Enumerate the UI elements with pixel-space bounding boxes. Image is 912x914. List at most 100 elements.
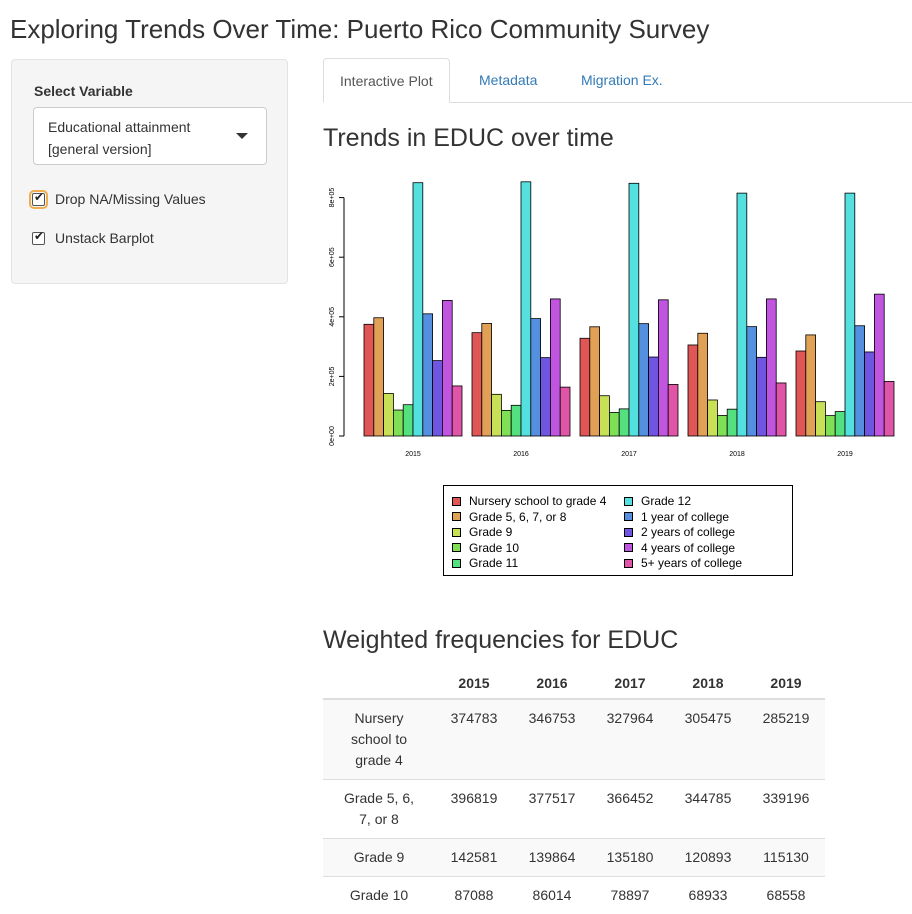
legend-item: Grade 12 xyxy=(624,494,691,508)
sidebar-panel: Select Variable Educational attainment [… xyxy=(11,59,288,284)
legend-label: Grade 12 xyxy=(641,494,691,508)
chart-legend: Nursery school to grade 4 Grade 5, 6, 7, … xyxy=(443,485,793,576)
variable-select[interactable]: Educational attainment [general version] xyxy=(33,107,267,165)
legend-swatch xyxy=(452,543,461,552)
y-tick-label: 0e+00 xyxy=(329,426,336,446)
x-tick-label: 2015 xyxy=(405,451,421,458)
table-cell: 377517 xyxy=(513,780,591,839)
legend-item: Nursery school to grade 4 xyxy=(452,494,606,508)
select-variable-label: Select Variable xyxy=(34,83,133,99)
drop-na-checkbox[interactable]: ✔ xyxy=(32,193,45,206)
legend-label: Grade 10 xyxy=(469,541,519,555)
legend-item: Grade 9 xyxy=(452,525,512,539)
bar xyxy=(550,299,560,436)
legend-item: Grade 10 xyxy=(452,541,519,555)
bar xyxy=(472,333,482,436)
legend-swatch xyxy=(452,497,461,506)
x-tick-label: 2017 xyxy=(621,451,637,458)
legend-swatch xyxy=(624,512,633,521)
bar xyxy=(482,323,492,436)
bar xyxy=(531,319,541,436)
drop-na-label: Drop NA/Missing Values xyxy=(55,191,206,207)
legend-label: 5+ years of college xyxy=(641,556,742,570)
bar xyxy=(541,358,551,436)
bar xyxy=(629,183,639,436)
table-cell: 396819 xyxy=(435,780,513,839)
y-tick-label: 8e+05 xyxy=(329,188,336,208)
bar xyxy=(403,405,413,436)
table-header-cell: 2018 xyxy=(669,667,747,699)
table-cell: 68558 xyxy=(747,877,825,914)
bar xyxy=(580,338,590,436)
table-cell: 135180 xyxy=(591,839,669,877)
bar xyxy=(560,387,570,436)
bar xyxy=(688,345,698,436)
tab-interactive-plot[interactable]: Interactive Plot xyxy=(323,58,450,103)
legend-item: 5+ years of college xyxy=(624,556,742,570)
page-title: Exploring Trends Over Time: Puerto Rico … xyxy=(10,14,709,45)
unstack-barplot-checkbox[interactable]: ✔ xyxy=(32,232,45,245)
table-cell: 327964 xyxy=(591,699,669,780)
bar xyxy=(590,327,600,436)
table-cell: 285219 xyxy=(747,699,825,780)
tab-bar: Interactive Plot Metadata Migration Ex. xyxy=(323,58,912,103)
legend-item: 1 year of college xyxy=(624,510,729,524)
legend-swatch xyxy=(452,559,461,568)
bar xyxy=(442,300,452,436)
bar xyxy=(374,318,384,436)
bar xyxy=(737,193,747,436)
tab-metadata[interactable]: Metadata xyxy=(463,58,553,102)
variable-select-value: Educational attainment [general version] xyxy=(48,116,228,160)
drop-na-checkbox-row[interactable]: ✔ Drop NA/Missing Values xyxy=(32,191,206,207)
table-cell: 344785 xyxy=(669,780,747,839)
legend-label: 2 years of college xyxy=(641,525,735,539)
y-tick-label: 6e+05 xyxy=(329,247,336,267)
bar xyxy=(776,383,786,436)
bar xyxy=(364,324,374,436)
bar xyxy=(865,352,875,436)
bar xyxy=(619,409,629,436)
table-cell: 339196 xyxy=(747,780,825,839)
bar xyxy=(609,412,619,436)
y-tick-label: 4e+05 xyxy=(329,307,336,327)
bar xyxy=(825,416,835,436)
bar xyxy=(717,415,727,436)
row-label-cell: Grade 5, 6, 7, or 8 xyxy=(323,780,435,839)
y-tick-label: 2e+05 xyxy=(329,366,336,386)
row-label-cell: Nursery school to grade 4 xyxy=(323,699,435,780)
bar xyxy=(884,381,894,436)
bar xyxy=(874,294,884,436)
bar xyxy=(806,335,816,436)
legend-swatch xyxy=(452,512,461,521)
checkmark-icon: ✔ xyxy=(34,190,44,204)
legend-swatch xyxy=(624,497,633,506)
legend-item: 2 years of college xyxy=(624,525,735,539)
legend-label: Nursery school to grade 4 xyxy=(469,494,606,508)
legend-swatch xyxy=(624,528,633,537)
legend-label: Grade 5, 6, 7, or 8 xyxy=(469,510,566,524)
bar xyxy=(384,394,394,436)
table-cell: 87088 xyxy=(435,877,513,914)
table-cell: 366452 xyxy=(591,780,669,839)
chevron-down-icon xyxy=(236,133,248,139)
legend-label: Grade 11 xyxy=(469,556,518,570)
table-cell: 346753 xyxy=(513,699,591,780)
bar xyxy=(452,386,462,436)
legend-label: 4 years of college xyxy=(641,541,735,555)
plot-title: Trends in EDUC over time xyxy=(323,124,614,153)
table-cell: 142581 xyxy=(435,839,513,877)
tab-migration-ex[interactable]: Migration Ex. xyxy=(565,58,679,102)
bar xyxy=(855,326,865,436)
x-tick-label: 2019 xyxy=(837,451,853,458)
unstack-barplot-checkbox-row[interactable]: ✔ Unstack Barplot xyxy=(32,230,154,246)
table-header-cell: 2019 xyxy=(747,667,825,699)
x-tick-label: 2018 xyxy=(729,451,745,458)
bar xyxy=(816,402,826,436)
bar xyxy=(727,409,737,436)
bar xyxy=(796,351,806,436)
table-header-cell: 2016 xyxy=(513,667,591,699)
